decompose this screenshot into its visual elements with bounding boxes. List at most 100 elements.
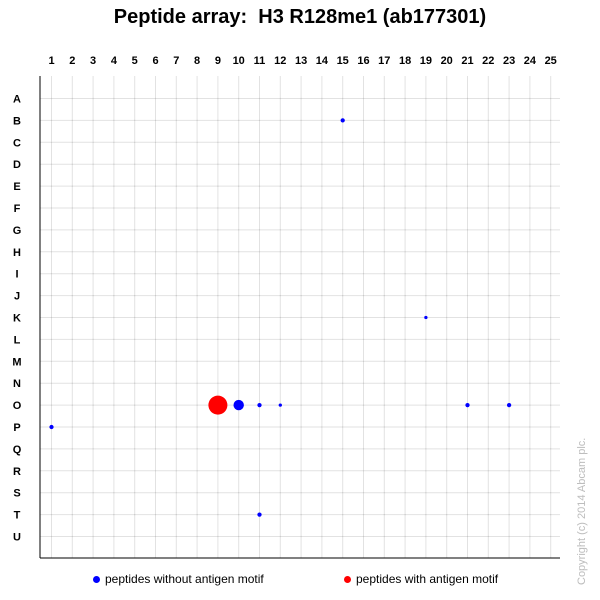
array-spot [508, 470, 510, 472]
array-spot [487, 295, 489, 297]
row-label: P [13, 422, 20, 434]
column-label: 18 [399, 55, 411, 67]
array-spot [154, 316, 157, 319]
array-spot [529, 119, 531, 121]
array-spot [529, 316, 531, 319]
array-spot [50, 514, 53, 516]
array-spot [529, 492, 531, 494]
array-spot [342, 141, 344, 143]
array-spot [50, 163, 53, 165]
array-spot [175, 119, 177, 121]
array-spot [258, 185, 261, 187]
array-spot [175, 185, 177, 187]
array-spot [404, 273, 406, 275]
array-spot [446, 360, 448, 362]
array-spot [425, 185, 427, 187]
array-spot [508, 229, 510, 231]
column-label: 12 [274, 55, 286, 67]
array-spot [92, 273, 94, 275]
array-spot [383, 338, 385, 340]
array-spot [175, 514, 177, 516]
array-spot [487, 316, 489, 319]
array-spot [92, 185, 94, 187]
array-spot [550, 119, 552, 121]
column-label: 5 [132, 55, 138, 67]
array-spot [425, 514, 427, 516]
array-spot [92, 514, 94, 516]
array-spot [550, 404, 552, 406]
array-spot [113, 404, 115, 406]
array-spot [300, 141, 302, 143]
array-spot [550, 448, 552, 450]
array-spot [362, 514, 365, 516]
point-without-motif [424, 315, 428, 320]
array-spot [134, 470, 136, 472]
array-spot [258, 207, 261, 209]
array-spot [404, 207, 406, 209]
array-spot [196, 185, 198, 187]
array-spot [217, 119, 219, 121]
array-spot [196, 448, 198, 450]
array-spot [466, 295, 469, 297]
array-spot [321, 251, 323, 253]
array-spot [362, 163, 365, 165]
array-spot [113, 251, 115, 253]
array-spot [487, 382, 489, 384]
array-spot [92, 360, 94, 362]
array-spot [550, 492, 552, 494]
array-spot [446, 382, 448, 384]
array-spot [425, 295, 427, 297]
array-spot [217, 141, 219, 143]
legend-label-with-motif: peptides with antigen motif [356, 572, 499, 586]
array-spot [300, 207, 302, 209]
array-spot [196, 207, 198, 209]
array-spot [50, 295, 53, 297]
array-spot [446, 141, 448, 143]
array-spot [92, 338, 94, 340]
array-spot [529, 470, 531, 472]
array-spot [508, 207, 510, 209]
array-spot [196, 492, 198, 494]
array-spot [134, 404, 136, 406]
array-spot [175, 316, 177, 319]
array-spot [113, 295, 115, 297]
array-spot [92, 470, 94, 472]
array-spot [383, 295, 385, 297]
array-spot [446, 207, 448, 209]
row-label: F [14, 203, 21, 215]
array-spot [446, 163, 448, 165]
array-spot [466, 535, 469, 538]
array-spot [508, 514, 510, 516]
array-spot [258, 119, 261, 121]
array-spot [383, 251, 385, 253]
array-spot [258, 338, 261, 340]
array-spot [175, 360, 177, 362]
array-spot [321, 295, 323, 297]
array-spot [217, 470, 219, 472]
array-spot [466, 185, 469, 187]
array-spot [529, 295, 531, 297]
array-spot [279, 535, 281, 538]
array-spot [342, 97, 344, 100]
array-spot [92, 229, 94, 231]
array-spot [71, 163, 73, 165]
array-spot [279, 119, 281, 121]
array-spot [300, 251, 302, 253]
array-spot [50, 141, 53, 143]
array-spot [134, 360, 136, 362]
array-spot [466, 338, 469, 340]
array-spot [362, 207, 365, 209]
array-spot [508, 338, 510, 340]
array-spot [487, 448, 489, 450]
array-spot [362, 448, 365, 450]
array-spot [446, 251, 448, 253]
array-spot [217, 97, 219, 100]
array-spot [425, 119, 427, 121]
array-spot [50, 448, 53, 450]
array-spot [258, 273, 261, 275]
array-spot [92, 492, 94, 494]
array-spot [217, 514, 219, 516]
array-spot [300, 426, 302, 428]
row-label: I [15, 269, 18, 281]
array-spot [300, 185, 302, 187]
